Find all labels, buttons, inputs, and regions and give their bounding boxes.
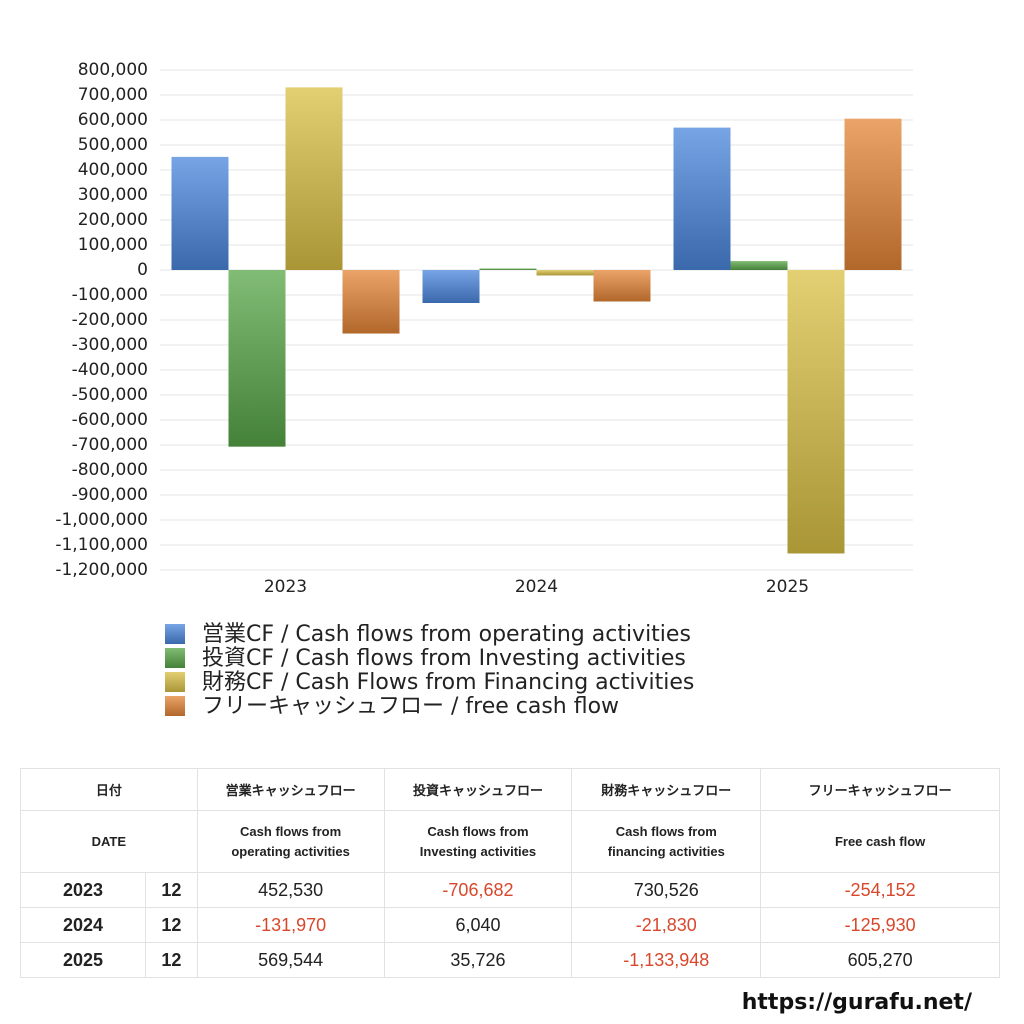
- table-cell: 12: [145, 872, 198, 908]
- table-cell: -125,930: [760, 907, 1000, 943]
- table-cell: 2024: [19, 907, 147, 943]
- table-cell: -1,133,948: [571, 942, 762, 978]
- y-tick-label: -700,000: [72, 435, 148, 455]
- table-cell: 12: [145, 907, 198, 943]
- bar: [479, 268, 537, 270]
- footer-url: https://gurafu.net/: [741, 990, 972, 1015]
- y-tick-label: -900,000: [72, 485, 148, 505]
- y-tick-label: -500,000: [72, 385, 148, 405]
- y-tick-label: 400,000: [78, 160, 148, 180]
- table-cell: 605,270: [760, 942, 1000, 978]
- y-tick-label: -1,000,000: [55, 510, 148, 530]
- legend-label: フリーキャッシュフロー / free cash flow: [202, 694, 619, 719]
- table-row: DATE Cash flows from operating activities…: [20, 810, 1000, 873]
- table-cell: Free cash flow: [760, 810, 1000, 873]
- bar: [422, 270, 480, 303]
- legend-label: 営業CF / Cash flows from operating activit…: [202, 622, 691, 647]
- bar: [593, 270, 651, 302]
- table-cell: 営業キャッシュフロー: [196, 768, 385, 811]
- y-tick-label: 600,000: [78, 110, 148, 130]
- x-tick-label: 2024: [515, 577, 558, 597]
- table-cell: 12: [145, 942, 198, 978]
- bar: [730, 261, 788, 270]
- table-cell: 2025: [19, 942, 147, 978]
- bar: [285, 87, 343, 270]
- table-cell: 452,530: [196, 872, 385, 908]
- y-tick-label: 700,000: [78, 85, 148, 105]
- table-cell: フリーキャッシュフロー: [760, 768, 1000, 811]
- table-cell: 35,726: [383, 942, 573, 978]
- table-row: 日付 営業キャッシュフロー 投資キャッシュフロー 財務キャッシュフロー フリーキャッシュ…: [20, 768, 1000, 811]
- y-tick-label: 200,000: [78, 210, 148, 230]
- chart: 800,000 700,000 600,000 500,000 400,000 300,0…: [55, 60, 913, 719]
- legend-label: 財務CF / Cash Flows from Financing activit…: [202, 670, 694, 695]
- legend-label: 投資CF / Cash flows from Investing activit…: [202, 646, 686, 671]
- x-tick-label: 2025: [766, 577, 809, 597]
- bar: [844, 118, 902, 271]
- y-tick-label: -1,200,000: [55, 560, 148, 580]
- table-row: 2023 12 452,530 -706,682 730,526 -254,152: [19, 872, 1000, 908]
- y-tick-label: -600,000: [72, 410, 148, 430]
- table-cell: 569,544: [196, 942, 385, 978]
- y-tick-label: 300,000: [78, 185, 148, 205]
- table-cell: Cash flows from financing activities: [571, 810, 762, 873]
- table-row: 2024 12 -131,970 6,040 -21,830 -125,930: [19, 907, 1000, 943]
- table-cell: 730,526: [571, 872, 762, 908]
- table-cell: Cash flows from operating activities: [196, 810, 385, 873]
- y-tick-label: -800,000: [72, 460, 148, 480]
- y-tick-label: -300,000: [72, 335, 148, 355]
- y-tick-label: 500,000: [78, 135, 148, 155]
- bar: [536, 270, 594, 276]
- table-cell: 2023: [19, 872, 147, 908]
- bar: [787, 270, 845, 554]
- table-cell: 6,040: [383, 907, 573, 943]
- table-cell: Cash flows from Investing activities: [383, 810, 573, 873]
- data-table: 日付 営業キャッシュフロー 投資キャッシュフロー 財務キャッシュフロー フリーキャッシュ…: [19, 768, 1000, 978]
- bar: [342, 270, 400, 334]
- table-cell: 財務キャッシュフロー: [571, 768, 762, 811]
- x-tick-label: 2023: [264, 577, 307, 597]
- legend-swatch: [165, 696, 185, 716]
- bar: [673, 127, 731, 270]
- legend-swatch: [165, 624, 185, 644]
- table-cell: 日付: [20, 768, 198, 811]
- table-cell: -131,970: [196, 907, 385, 943]
- y-tick-label: 0: [137, 260, 148, 280]
- legend-swatch: [165, 648, 185, 668]
- table-cell: DATE: [20, 810, 198, 873]
- y-tick-label: 100,000: [78, 235, 148, 255]
- table-row: 2025 12 569,544 35,726 -1,133,948 605,270: [19, 942, 1000, 978]
- table-cell: -254,152: [760, 872, 1000, 908]
- table-cell: -706,682: [383, 872, 573, 908]
- y-tick-label: -400,000: [72, 360, 148, 380]
- y-tick-label: -1,100,000: [55, 535, 148, 555]
- legend-swatch: [165, 672, 185, 692]
- y-tick-label: -200,000: [72, 310, 148, 330]
- y-tick-label: -100,000: [72, 285, 148, 305]
- bar: [228, 270, 286, 447]
- bar: [171, 156, 229, 270]
- table-cell: -21,830: [571, 907, 762, 943]
- table-cell: 投資キャッシュフロー: [383, 768, 573, 811]
- y-tick-label: 800,000: [78, 60, 148, 80]
